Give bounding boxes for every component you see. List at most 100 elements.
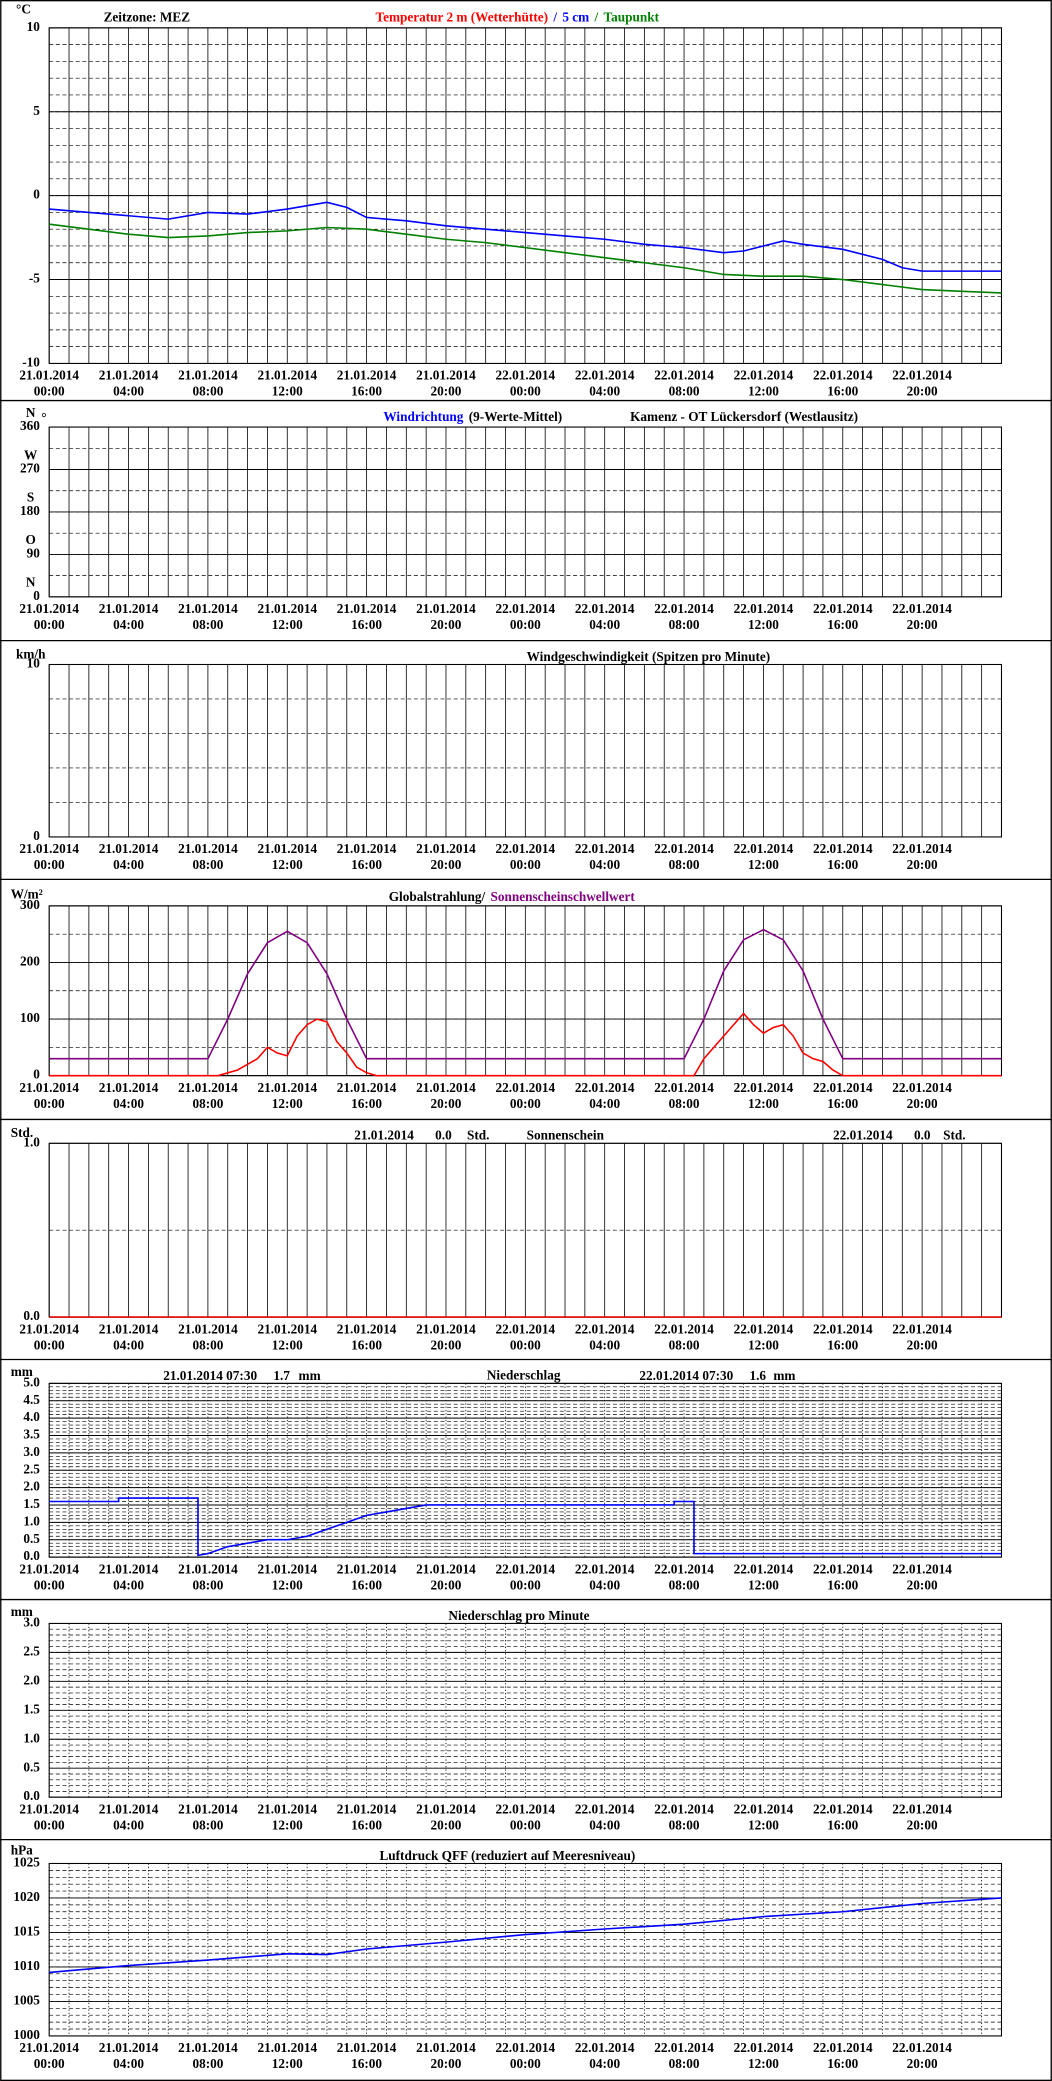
x-tick-date: 22.01.2014 [654, 841, 714, 856]
x-tick-date: 22.01.2014 [654, 368, 714, 383]
y-tick-label: 4.0 [23, 1409, 40, 1424]
x-tick-label: 20:00 [907, 384, 938, 399]
y-tick-label: -5 [29, 271, 40, 286]
x-tick-label: 20:00 [907, 1577, 938, 1592]
chart-title: Windgeschwindigkeit (Spitzen pro Minute) [527, 649, 771, 664]
x-tick-label: 12:00 [748, 857, 779, 872]
y-tick-label: 0.0 [23, 1788, 40, 1803]
y-tick-label: 100 [20, 1010, 40, 1025]
x-tick-label: 16:00 [351, 1096, 382, 1111]
y-tick-label: 2.5 [23, 1461, 40, 1476]
unit-label: °C [16, 2, 31, 17]
x-tick-date: 21.01.2014 [19, 1561, 79, 1576]
title-part: / [552, 10, 557, 25]
location: Kamenz - OT Lückersdorf (Westlausitz) [630, 409, 858, 424]
title-part: Windgeschwindigkeit (Spitzen pro Minute) [527, 649, 771, 664]
x-tick-date: 22.01.2014 [575, 1080, 635, 1095]
x-tick-label: 00:00 [34, 1096, 65, 1111]
x-tick-label: 04:00 [589, 2056, 620, 2071]
x-tick-date: 21.01.2014 [19, 2040, 79, 2055]
series-line [49, 1012, 1002, 1077]
y-tick-label: 3.5 [23, 1427, 40, 1442]
title-part: Taupunkt [603, 10, 659, 25]
summary-date: 22.01.2014 07:30 [639, 1368, 733, 1383]
x-tick-date: 22.01.2014 [892, 1801, 952, 1816]
x-tick-label: 08:00 [669, 384, 700, 399]
x-tick-date: 22.01.2014 [892, 841, 952, 856]
y-tick-label: 1005 [13, 1992, 40, 2007]
y-tick-label: 2.0 [23, 1672, 40, 1687]
summary-unit: mm [773, 1368, 795, 1383]
x-tick-date: 21.01.2014 [416, 368, 476, 383]
title-part: / [594, 10, 599, 25]
x-tick-label: 12:00 [272, 617, 303, 632]
x-tick-label: 04:00 [589, 1817, 620, 1832]
x-tick-label: 04:00 [113, 617, 144, 632]
x-tick-date: 22.01.2014 [575, 1321, 635, 1336]
y-tick-label: 0 [33, 828, 40, 843]
x-tick-label: 08:00 [669, 1577, 700, 1592]
x-tick-date: 21.01.2014 [19, 1801, 79, 1816]
x-tick-date: 22.01.2014 [496, 368, 556, 383]
x-tick-label: 04:00 [113, 2056, 144, 2071]
x-tick-label: 16:00 [827, 1337, 858, 1352]
x-tick-label: 08:00 [192, 1096, 223, 1111]
x-tick-label: 12:00 [748, 1577, 779, 1592]
x-tick-label: 20:00 [431, 2056, 462, 2071]
unit-label: ° [41, 410, 46, 425]
x-tick-date: 21.01.2014 [178, 368, 238, 383]
x-tick-date: 21.01.2014 [416, 1801, 476, 1816]
x-tick-label: 12:00 [748, 2056, 779, 2071]
x-tick-date: 22.01.2014 [575, 1801, 635, 1816]
x-tick-date: 21.01.2014 [337, 601, 397, 616]
x-tick-label: 16:00 [827, 1577, 858, 1592]
x-tick-label: 16:00 [351, 1577, 382, 1592]
x-tick-label: 20:00 [431, 1577, 462, 1592]
chart-title: Luftdruck QFF (reduziert auf Meeresnivea… [379, 1848, 635, 1863]
y-tick-label: 3.0 [23, 1444, 40, 1459]
title-part: Sonnenschein [527, 1128, 605, 1143]
x-tick-date: 22.01.2014 [892, 601, 952, 616]
x-tick-date: 21.01.2014 [416, 601, 476, 616]
x-tick-label: 16:00 [827, 384, 858, 399]
x-tick-date: 21.01.2014 [99, 1561, 159, 1576]
chart-title: Niederschlag [487, 1368, 561, 1383]
y-tick-label: 1015 [13, 1923, 40, 1938]
x-tick-date: 21.01.2014 [257, 1321, 317, 1336]
x-tick-date: 22.01.2014 [734, 1080, 794, 1095]
series-line [49, 1497, 1002, 1557]
title-part: 5 cm [562, 10, 589, 25]
y-tick-label: 3.0 [23, 1614, 40, 1629]
x-tick-date: 22.01.2014 [496, 1561, 556, 1576]
x-tick-label: 12:00 [272, 1096, 303, 1111]
x-tick-label: 20:00 [907, 857, 938, 872]
x-tick-date: 21.01.2014 [416, 2040, 476, 2055]
x-tick-date: 22.01.2014 [575, 841, 635, 856]
summary-unit: Std. [467, 1128, 489, 1143]
x-tick-label: 00:00 [510, 1577, 541, 1592]
x-tick-date: 21.01.2014 [19, 841, 79, 856]
x-tick-label: 00:00 [34, 2056, 65, 2071]
x-tick-date: 21.01.2014 [416, 1561, 476, 1576]
title-part: Niederschlag [487, 1368, 561, 1383]
x-tick-date: 22.01.2014 [734, 601, 794, 616]
x-tick-date: 22.01.2014 [813, 1561, 873, 1576]
x-tick-label: 16:00 [827, 1096, 858, 1111]
x-tick-label: 20:00 [907, 1337, 938, 1352]
x-tick-date: 21.01.2014 [416, 841, 476, 856]
x-tick-date: 22.01.2014 [734, 1561, 794, 1576]
x-tick-date: 21.01.2014 [337, 1080, 397, 1095]
y-tick-label: 180 [20, 503, 40, 518]
title-part: Luftdruck QFF (reduziert auf Meeresnivea… [379, 1848, 635, 1863]
y-tick-label: 1.0 [23, 1730, 40, 1745]
x-tick-date: 22.01.2014 [496, 1321, 556, 1336]
x-tick-date: 21.01.2014 [99, 601, 159, 616]
x-tick-label: 04:00 [589, 384, 620, 399]
x-tick-date: 21.01.2014 [178, 2040, 238, 2055]
y-tick-label: 300 [20, 897, 40, 912]
chart-title: Temperatur 2 m (Wetterhütte) / 5 cm / Taupun… [375, 10, 659, 25]
direction-label: O [25, 532, 35, 547]
x-tick-label: 16:00 [351, 1337, 382, 1352]
x-tick-date: 21.01.2014 [416, 1080, 476, 1095]
x-tick-label: 20:00 [907, 1817, 938, 1832]
